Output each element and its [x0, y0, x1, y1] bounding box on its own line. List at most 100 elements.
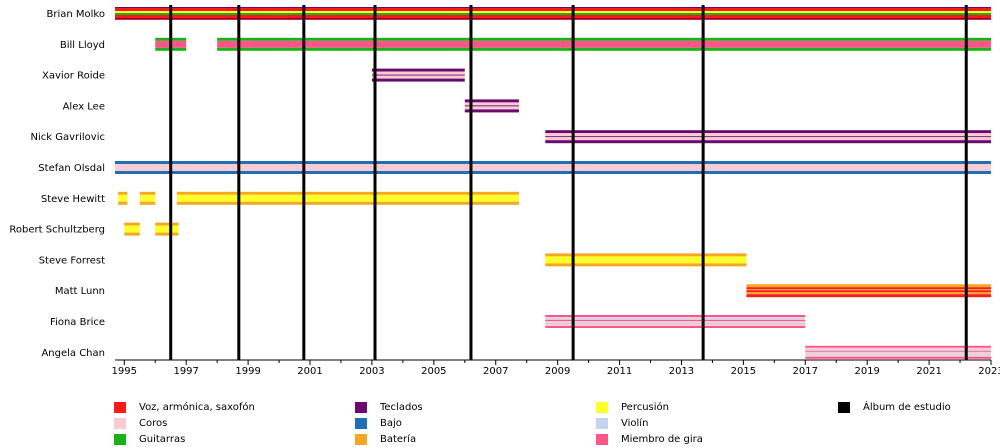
legend-swatch-backing — [114, 417, 126, 429]
bar-band-violin — [545, 323, 806, 324]
bar-band-drums — [124, 232, 140, 236]
member-bars — [115, 7, 991, 359]
legend-item: Voz, armónica, saxofón — [114, 400, 255, 414]
bar-band-keyboard — [115, 7, 991, 8]
bar-band-voice — [115, 19, 991, 20]
bar-band-drums — [545, 253, 747, 257]
member-name: Bill Lloyd — [60, 40, 105, 51]
bar-band-drums — [139, 191, 156, 195]
x-tick-label: 2007 — [483, 366, 508, 377]
bar-band-backing — [464, 102, 519, 106]
bar-band-percussion — [545, 256, 747, 264]
bar-band-drums — [746, 289, 991, 291]
album-lines — [169, 5, 968, 360]
bar-band-percussion — [118, 194, 128, 202]
bar-band-percussion — [115, 11, 991, 13]
bar-band-drums — [118, 201, 128, 205]
member-name: Steve Forrest — [39, 255, 105, 266]
member-bar — [545, 253, 747, 267]
member-name: Matt Lunn — [55, 286, 105, 297]
bar-band-backing — [115, 164, 991, 171]
legend-swatch-violin — [596, 417, 608, 429]
bar-band-tour — [805, 356, 991, 359]
member-bar — [115, 161, 991, 174]
bar-band-drums — [176, 201, 519, 205]
member-bar — [545, 130, 991, 144]
member-name: Alex Lee — [63, 101, 105, 112]
bar-band-drums — [139, 201, 156, 205]
member-bar — [139, 191, 156, 205]
bar-band-voice — [746, 294, 991, 298]
bar-band-bass — [115, 171, 991, 174]
legend-item: Violín — [596, 416, 648, 430]
member-name: Xavior Roide — [42, 71, 105, 82]
legend-item: Miembro de gira — [596, 432, 703, 446]
bar-band-percussion — [176, 194, 519, 202]
legend: Voz, armónica, saxofón Coros Guitarras T… — [0, 398, 1000, 447]
bar-band-violin — [545, 319, 806, 320]
member-bar — [155, 222, 179, 236]
x-tick-label: 2003 — [359, 366, 384, 377]
legend-swatch-keyboard — [355, 401, 367, 413]
bar-band-tour — [805, 350, 991, 352]
bar-band-tour — [545, 326, 806, 328]
bar-band-bass — [115, 161, 991, 164]
bar-band-percussion — [124, 225, 140, 233]
member-name: Fiona Brice — [50, 317, 105, 328]
legend-label: Guitarras — [139, 433, 186, 445]
member-name: Angela Chan — [41, 348, 105, 359]
bar-band-drums — [155, 232, 179, 236]
member-names: Brian Molko Bill Lloyd Xavior Roide Alex Le… — [9, 9, 105, 359]
bar-band-tour — [805, 345, 991, 348]
x-axis: 1995 1997 1999 2001 2003 2005 2007 2009 2011 2013… — [112, 359, 1000, 377]
bar-band-backing — [545, 324, 806, 326]
bar-band-drums — [124, 222, 140, 226]
member-bar — [118, 191, 128, 205]
x-tick-label: 2005 — [421, 366, 446, 377]
bar-band-tour — [545, 320, 806, 321]
member-name: Stefan Olsdal — [38, 163, 105, 174]
member-bar — [371, 68, 465, 82]
x-tick-label: 2023 — [978, 366, 1000, 377]
x-tick-label: 2021 — [916, 366, 941, 377]
bar-band-voice — [115, 8, 991, 11]
x-tick-label: 1997 — [173, 366, 198, 377]
bar-band-keyboard — [464, 105, 519, 107]
bar-band-backing — [464, 106, 519, 110]
bar-band-drums — [118, 191, 128, 195]
bar-band-keyboard — [371, 74, 465, 76]
bar-band-drums — [545, 263, 747, 267]
bar-band-voice — [115, 15, 991, 18]
bar-band-percussion — [139, 194, 156, 202]
legend-item: Bajo — [355, 416, 402, 430]
legend-label: Violín — [621, 417, 649, 429]
bar-band-backing — [805, 351, 991, 354]
legend-swatch-album — [838, 401, 850, 413]
bar-band-backing — [805, 354, 991, 357]
legend-label: Voz, armónica, saxofón — [139, 401, 255, 413]
bar-band-keyboard — [545, 140, 991, 144]
legend-swatch-percussion — [596, 401, 608, 413]
bar-band-drums — [176, 191, 519, 195]
bar-band-backing — [545, 317, 806, 319]
bar-band-drums — [746, 284, 991, 288]
legend-item: Percusión — [596, 400, 669, 414]
bar-band-keyboard — [545, 136, 991, 138]
bar-band-violin — [805, 349, 991, 351]
bar-band-backing — [545, 133, 991, 137]
legend-label: Coros — [139, 417, 168, 429]
bar-band-keyboard — [115, 18, 991, 19]
legend-label: Álbum de estudio — [863, 401, 951, 413]
bar-band-guitar — [217, 47, 991, 51]
legend-label: Teclados — [380, 401, 423, 413]
bar-band-backing — [371, 71, 465, 75]
bar-band-tour — [545, 315, 806, 317]
x-tick-label: 2009 — [545, 366, 570, 377]
legend-item: Guitarras — [114, 432, 185, 446]
x-tick-label: 2013 — [669, 366, 694, 377]
x-tick-label: 1995 — [112, 366, 137, 377]
member-bar — [115, 7, 991, 20]
legend-label: Miembro de gira — [621, 433, 703, 445]
bar-band-voice — [746, 287, 991, 290]
bar-band-voice — [746, 290, 991, 293]
